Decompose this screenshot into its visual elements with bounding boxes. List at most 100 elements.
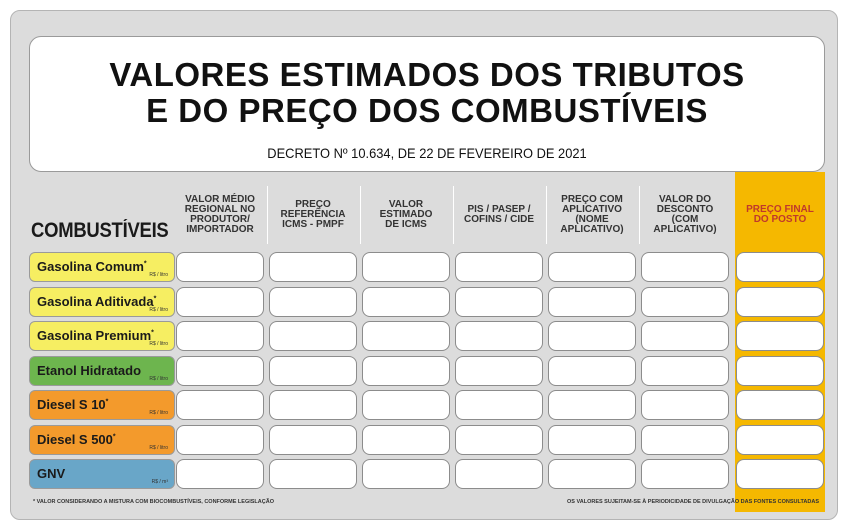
fuel-unit: R$ / m³ xyxy=(151,479,168,485)
fuel-name-text: Diesel S 500 xyxy=(37,431,113,447)
value-cell xyxy=(736,424,824,455)
price-board: VALORES ESTIMADOS DOS TRIBUTOS E DO PREÇ… xyxy=(10,10,838,520)
value-cell xyxy=(362,286,450,317)
column-separator xyxy=(639,186,640,244)
fuel-label: Gasolina Aditivada* R$ / litro xyxy=(29,286,175,317)
value-cell xyxy=(362,459,450,489)
column-header-2: PREÇO REFERÊNCIA ICMS - PMPF xyxy=(280,199,346,230)
footnote-mark: * xyxy=(153,295,157,303)
fuel-name-text: Gasolina Comum xyxy=(37,259,144,274)
fuel-name: Gasolina Premium* xyxy=(37,328,154,343)
value-cell xyxy=(736,459,824,489)
column-header-1: VALOR MÉDIO REGIONAL NO PRODUTOR/ IMPORT… xyxy=(184,194,256,235)
fuel-name-text: Etanol Hidratado xyxy=(37,362,142,378)
header-panel: VALORES ESTIMADOS DOS TRIBUTOS E DO PREÇ… xyxy=(29,36,825,172)
fuel-name: Gasolina Comum* xyxy=(37,259,147,274)
column-header-4: PIS / PASEP / COFINS / CIDE xyxy=(463,204,534,225)
column-header-6: VALOR DO DESCONTO (COM APLICATIVO) xyxy=(653,194,717,235)
value-cell xyxy=(641,390,729,420)
fuel-name: GNV xyxy=(37,466,65,481)
value-cell xyxy=(548,252,636,282)
value-cell xyxy=(455,390,543,420)
fuel-label: Etanol Hidratado R$ / litro xyxy=(29,355,175,386)
value-cell xyxy=(736,321,824,351)
value-cell xyxy=(176,321,264,351)
value-cell xyxy=(176,355,264,386)
column-separator xyxy=(360,186,361,244)
footnote-mark: * xyxy=(143,260,147,268)
value-cell xyxy=(548,390,636,420)
value-cell xyxy=(176,390,264,420)
column-separator xyxy=(267,186,268,244)
fuel-unit: R$ / litro xyxy=(149,272,168,278)
fuel-label: GNV R$ / m³ xyxy=(29,459,175,489)
value-cell xyxy=(455,321,543,351)
value-cell xyxy=(176,286,264,317)
fuel-label: Diesel S 10* R$ / litro xyxy=(29,390,175,420)
value-cell xyxy=(269,321,357,351)
footnote-mark: * xyxy=(105,398,109,406)
value-cell xyxy=(548,459,636,489)
title-line-1: VALORES ESTIMADOS DOS TRIBUTOS xyxy=(109,56,745,93)
value-cell xyxy=(269,252,357,282)
page-title: VALORES ESTIMADOS DOS TRIBUTOS E DO PREÇ… xyxy=(30,37,824,129)
fuel-name: Diesel S 10* xyxy=(37,397,108,412)
value-cell xyxy=(269,459,357,489)
fuel-unit: R$ / litro xyxy=(149,444,168,451)
fuel-name-text: GNV xyxy=(37,466,66,481)
fuel-unit: R$ / litro xyxy=(149,341,168,347)
fuel-label: Gasolina Premium* R$ / litro xyxy=(29,321,175,351)
value-cell xyxy=(641,424,729,455)
value-cell xyxy=(455,355,543,386)
value-cell xyxy=(269,355,357,386)
value-cell xyxy=(176,459,264,489)
fuel-name: Gasolina Aditivada* xyxy=(37,294,156,309)
value-cell xyxy=(362,355,450,386)
value-cell xyxy=(641,355,729,386)
footnote-right: OS VALORES SUJEITAM-SE À PERIODICIDADE D… xyxy=(567,499,819,505)
value-cell xyxy=(362,390,450,420)
fuel-name-text: Gasolina Premium xyxy=(37,328,152,343)
column-separator xyxy=(546,186,547,244)
fuel-unit: R$ / litro xyxy=(149,306,168,313)
fuels-heading: COMBUSTÍVEIS xyxy=(31,219,169,242)
value-cell xyxy=(269,286,357,317)
value-cell xyxy=(176,424,264,455)
value-cell xyxy=(736,286,824,317)
title-line-2: E DO PREÇO DOS COMBUSTÍVEIS xyxy=(146,92,708,129)
value-cell xyxy=(455,424,543,455)
fuel-unit: R$ / litro xyxy=(149,375,168,382)
fuel-unit: R$ / litro xyxy=(149,410,168,416)
fuel-name-text: Diesel S 10 xyxy=(37,397,106,412)
value-cell xyxy=(362,252,450,282)
value-cell xyxy=(736,252,824,282)
value-cell xyxy=(455,252,543,282)
footnote-left: * VALOR CONSIDERANDO A MISTURA COM BIOCO… xyxy=(33,499,274,505)
footnote-mark: * xyxy=(151,329,154,337)
value-cell xyxy=(641,286,729,317)
fuel-name: Etanol Hidratado xyxy=(37,363,141,378)
value-cell xyxy=(548,321,636,351)
value-cell xyxy=(362,424,450,455)
value-cell xyxy=(548,286,636,317)
fuel-name-text: Gasolina Aditivada xyxy=(37,293,154,309)
value-cell xyxy=(736,390,824,420)
fuel-name: Diesel S 500* xyxy=(37,432,116,447)
decree-text: DECRETO Nº 10.634, DE 22 DE FEVEREIRO DE… xyxy=(267,145,587,161)
value-cell xyxy=(641,459,729,489)
value-cell xyxy=(455,286,543,317)
fuel-label: Diesel S 500* R$ / litro xyxy=(29,424,175,455)
value-cell xyxy=(548,355,636,386)
column-separator xyxy=(453,186,454,244)
column-header-5: PREÇO COM APLICATIVO (NOME APLICATIVO) xyxy=(560,194,624,235)
column-header-7: PREÇO FINAL DO POSTO xyxy=(746,204,814,225)
value-cell xyxy=(455,459,543,489)
footnote-mark: * xyxy=(112,433,116,441)
value-cell xyxy=(362,321,450,351)
value-cell xyxy=(548,424,636,455)
value-cell xyxy=(176,252,264,282)
value-cell xyxy=(269,390,357,420)
value-cell xyxy=(641,252,729,282)
column-header-3: VALOR ESTIMADO DE ICMS xyxy=(379,199,433,230)
value-cell xyxy=(736,355,824,386)
